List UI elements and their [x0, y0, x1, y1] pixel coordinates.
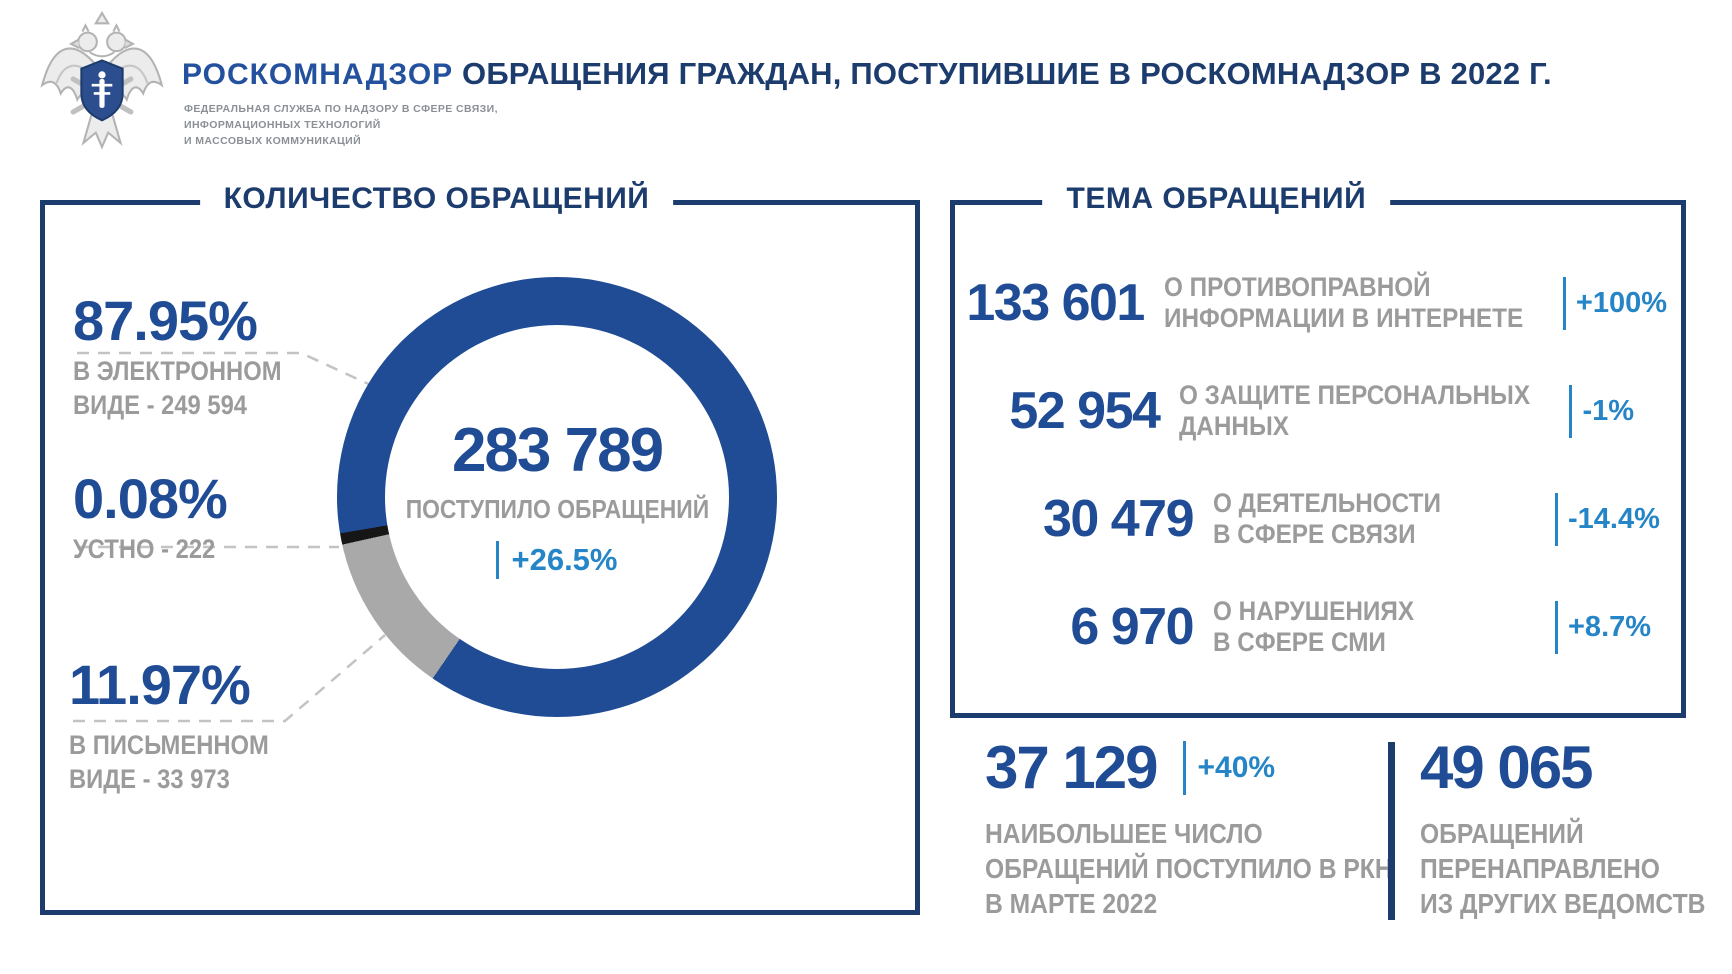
stat-march-label: НАИБОЛЬШЕЕ ЧИСЛО ОБРАЩЕНИЙ ПОСТУПИЛО В Р… — [985, 816, 1393, 921]
segment-oral-label: УСТНО - 222 — [73, 534, 216, 564]
total-appeals-delta: +26.5% — [496, 541, 618, 579]
theme-label-line2: ДАННЫХ — [1179, 411, 1290, 441]
total-appeals-label: ПОСТУПИЛО ОБРАЩЕНИЙ — [405, 494, 709, 525]
segment-written-percent: 11.97% — [69, 653, 251, 716]
theme-row-communications: 30 479 О ДЕЯТЕЛЬНОСТИ В СФЕРЕ СВЯЗИ -14.… — [963, 469, 1667, 569]
theme-delta: -14.4% — [1555, 492, 1667, 546]
theme-rows: 133 601 О ПРОТИВОПРАВНОЙ ИНФОРМАЦИИ В ИН… — [963, 253, 1667, 677]
segment-electronic-label-line2: ВИДЕ - 249 594 — [73, 389, 248, 420]
theme-row-personal-data: 52 954 О ЗАЩИТЕ ПЕРСОНАЛЬНЫХ ДАННЫХ -1% — [963, 361, 1667, 461]
segment-electronic-percent: 87.95% — [73, 289, 258, 352]
segment-written-label-line1: В ПИСЬМЕННОМ — [69, 730, 269, 760]
segment-written-label: В ПИСЬМЕННОМ ВИДЕ - 33 973 — [69, 729, 269, 797]
org-subtitle: ФЕДЕРАЛЬНАЯ СЛУЖБА ПО НАДЗОРУ В СФЕРЕ СВ… — [184, 102, 498, 149]
stat-march-label-line1: НАИБОЛЬШЕЕ ЧИСЛО — [985, 818, 1263, 849]
themes-panel-title: ТЕМА ОБРАЩЕНИЙ — [1042, 182, 1391, 216]
segment-written: 11.97% В ПИСЬМЕННОМ ВИДЕ - 33 973 — [69, 657, 296, 797]
org-subtitle-line1: ФЕДЕРАЛЬНАЯ СЛУЖБА ПО НАДЗОРУ В СФЕРЕ СВ… — [184, 103, 498, 115]
stat-march-label-line3: В МАРТЕ 2022 — [985, 888, 1158, 919]
theme-label-line2: ИНФОРМАЦИИ В ИНТЕРНЕТЕ — [1163, 303, 1523, 333]
stat-redirected-label-line3: ИЗ ДРУГИХ ВЕДОМСТВ — [1420, 888, 1706, 919]
stat-march-delta: +40% — [1182, 741, 1275, 795]
roskomnadzor-emblem-icon — [40, 10, 164, 150]
theme-label: О ПРОТИВОПРАВНОЙ ИНФОРМАЦИИ В ИНТЕРНЕТЕ — [1164, 272, 1523, 334]
stat-redirected-label: ОБРАЩЕНИЙ ПЕРЕНАПРАВЛЕНО ИЗ ДРУГИХ ВЕДОМ… — [1420, 816, 1705, 921]
stat-march-label-line2: ОБРАЩЕНИЙ ПОСТУПИЛО В РКН — [985, 853, 1393, 884]
theme-delta: +100% — [1562, 276, 1667, 330]
theme-label-line2: В СФЕРЕ СМИ — [1213, 627, 1386, 657]
total-appeals-value: 283 789 — [451, 416, 664, 486]
theme-value: 52 954 — [1009, 382, 1161, 440]
theme-label: О ДЕЯТЕЛЬНОСТИ В СФЕРЕ СВЯЗИ — [1213, 488, 1521, 550]
segment-electronic: 87.95% В ЭЛЕКТРОННОМ ВИДЕ - 249 594 — [73, 293, 310, 423]
theme-label-line1: О ЗАЩИТЕ ПЕРСОНАЛЬНЫХ — [1179, 379, 1531, 410]
segment-electronic-label-line1: В ЭЛЕКТРОННОМ — [73, 356, 282, 386]
segment-oral-percent: 0.08% — [73, 467, 228, 530]
theme-delta: +8.7% — [1555, 600, 1667, 654]
segment-written-label-line2: ВИДЕ - 33 973 — [69, 763, 230, 794]
page-title: ОБРАЩЕНИЯ ГРАЖДАН, ПОСТУПИВШИЕ В РОСКОМН… — [462, 56, 1552, 91]
org-name: РОСКОМНАДЗОР — [182, 58, 454, 91]
theme-value: 30 479 — [1042, 490, 1195, 548]
stat-redirected: 49 065 ОБРАЩЕНИЙ ПЕРЕНАПРАВЛЕНО ИЗ ДРУГИ… — [1420, 738, 1732, 921]
theme-delta: -1% — [1569, 384, 1667, 438]
stat-march-2022: 37 129 +40% НАИБОЛЬШЕЕ ЧИСЛО ОБРАЩЕНИЙ П… — [985, 738, 1448, 921]
stat-redirected-label-line1: ОБРАЩЕНИЙ — [1420, 818, 1584, 849]
org-subtitle-line3: И МАССОВЫХ КОММУНИКАЦИЙ — [184, 134, 362, 147]
org-subtitle-line2: ИНФОРМАЦИОННЫХ ТЕХНОЛОГИЙ — [184, 118, 381, 131]
theme-row-mass-media: 6 970 О НАРУШЕНИЯХ В СФЕРЕ СМИ +8.7% — [963, 577, 1667, 677]
quantity-panel-title: КОЛИЧЕСТВО ОБРАЩЕНИЙ — [199, 182, 674, 216]
theme-label-line1: О ДЕЯТЕЛЬНОСТИ — [1213, 487, 1441, 518]
stat-march-value: 37 129 — [985, 734, 1159, 801]
theme-label: О ЗАЩИТЕ ПЕРСОНАЛЬНЫХ ДАННЫХ — [1179, 380, 1530, 442]
theme-label-line1: О ПРОТИВОПРАВНОЙ — [1163, 271, 1431, 302]
theme-label: О НАРУШЕНИЯХ В СФЕРЕ СМИ — [1213, 596, 1521, 658]
stat-redirected-label-line2: ПЕРЕНАПРАВЛЕНО — [1420, 853, 1660, 884]
segment-electronic-label: В ЭЛЕКТРОННОМ ВИДЕ - 249 594 — [73, 355, 282, 423]
theme-row-illegal-info: 133 601 О ПРОТИВОПРАВНОЙ ИНФОРМАЦИИ В ИН… — [963, 253, 1667, 353]
theme-label-line1: О НАРУШЕНИЯХ — [1213, 595, 1415, 626]
theme-value: 133 601 — [966, 274, 1145, 332]
theme-label-line2: В СФЕРЕ СВЯЗИ — [1213, 519, 1416, 549]
bottom-stats-divider — [1388, 742, 1395, 920]
themes-panel: ТЕМА ОБРАЩЕНИЙ 133 601 О ПРОТИВОПРАВНОЙ … — [950, 182, 1686, 718]
theme-value: 6 970 — [1070, 598, 1194, 656]
stat-redirected-value: 49 065 — [1420, 734, 1594, 801]
donut-center: 283 789 ПОСТУПИЛО ОБРАЩЕНИЙ +26.5% — [385, 325, 729, 669]
stat-march-top: 37 129 +40% — [985, 738, 1448, 798]
stat-redirected-top: 49 065 — [1420, 738, 1732, 798]
segment-oral: 0.08% УСТНО - 222 — [73, 471, 235, 567]
donut-ring: 283 789 ПОСТУПИЛО ОБРАЩЕНИЙ +26.5% — [337, 277, 777, 717]
quantity-panel: КОЛИЧЕСТВО ОБРАЩЕНИЙ 87.95% В ЭЛЕКТРОННО… — [40, 182, 920, 915]
